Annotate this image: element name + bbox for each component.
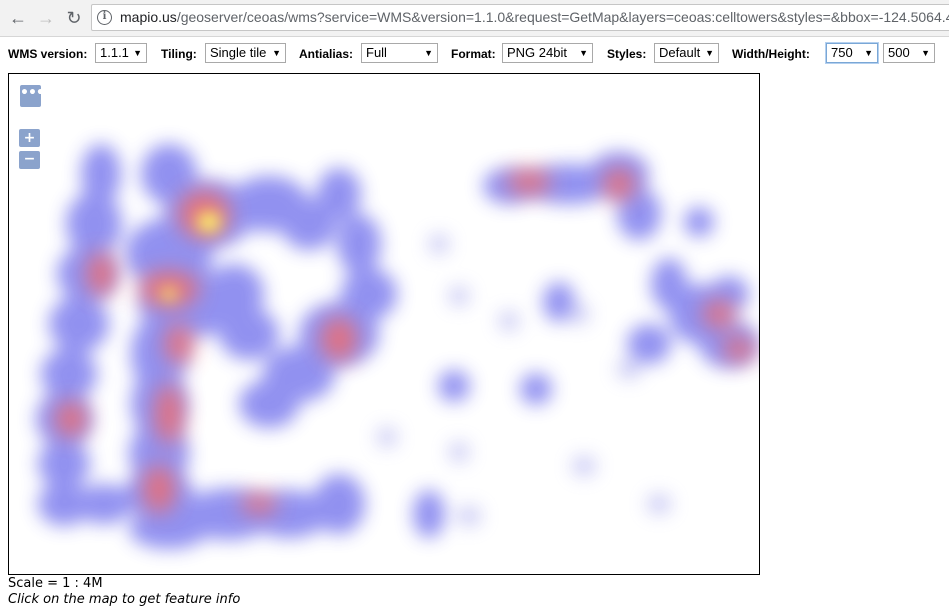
format-value: PNG 24bit (507, 45, 567, 60)
browser-toolbar: ← → ↻ i mapio.us/geoserver/ceoas/wms?ser… (0, 0, 949, 37)
heat-blob-faint (449, 442, 469, 462)
heat-blob-low (438, 370, 470, 402)
heat-blob-low (543, 282, 575, 322)
antialias-label: Antialias: (299, 47, 354, 61)
tiling-value: Single tile (210, 45, 267, 60)
zoom-in-button[interactable]: + (19, 129, 40, 147)
map-viewport[interactable]: ••• + − (8, 73, 760, 575)
chevron-down-icon: ▼ (133, 48, 142, 58)
back-arrow-icon[interactable]: ← (9, 8, 27, 28)
heat-blob-mid (723, 337, 755, 361)
heat-blob-low (38, 440, 90, 488)
heat-blob-low (76, 484, 132, 524)
heat-blob-low (49, 296, 109, 352)
heat-blob-faint (429, 234, 449, 254)
url-path: /geoserver/ceoas/wms?service=WMS&version… (176, 9, 949, 25)
info-icon[interactable]: i (97, 10, 112, 25)
chevron-down-icon: ▼ (921, 48, 930, 58)
wms-version-value: 1.1.1 (100, 45, 129, 60)
wms-version-label: WMS version: (8, 47, 88, 61)
heat-blob-low (617, 188, 661, 240)
reload-icon[interactable]: ↻ (66, 8, 82, 28)
heat-blob-low (219, 308, 279, 360)
heat-blob-faint (377, 427, 397, 447)
heat-blob-faint (647, 494, 671, 514)
chevron-down-icon: ▼ (424, 48, 433, 58)
heat-blob-low (81, 144, 121, 204)
heat-blob-faint (499, 311, 519, 331)
heat-blob-mid (321, 317, 357, 361)
heat-blob-low (337, 214, 381, 274)
heat-blob-low (413, 490, 445, 538)
heat-blob-low (317, 168, 361, 220)
heat-blob-faint (457, 506, 481, 526)
heat-blob-low (41, 348, 97, 400)
tiling-select[interactable]: Single tile ▼ (205, 43, 286, 63)
width-height-label: Width/Height: (732, 47, 810, 61)
heat-blob-high (197, 212, 221, 232)
heat-blob-low (684, 207, 714, 237)
heat-blob-low (239, 380, 299, 428)
styles-select[interactable]: Default ▼ (654, 43, 719, 63)
format-select[interactable]: PNG 24bit ▼ (502, 43, 593, 63)
antialias-select[interactable]: Full ▼ (361, 43, 438, 63)
heat-blob-mid (143, 465, 175, 513)
heat-blob-mid (507, 170, 551, 194)
width-select[interactable]: 750 ▼ (826, 43, 878, 63)
height-value: 500 (888, 45, 910, 60)
heat-blob-faint (569, 304, 589, 324)
heat-blob-low (313, 474, 365, 534)
address-bar[interactable]: i mapio.us/geoserver/ceoas/wms?service=W… (91, 4, 949, 31)
heat-blob-faint (449, 286, 469, 306)
heat-blob-mid (155, 384, 183, 444)
heat-blob-mid (241, 494, 277, 514)
heat-blob-low (38, 482, 90, 526)
heat-blob-mid (603, 168, 635, 200)
url-host: mapio.us (120, 9, 177, 25)
feature-info-hint: Click on the map to get feature info (8, 592, 241, 607)
heat-blob-mid (87, 252, 115, 296)
width-value: 750 (831, 45, 853, 60)
forward-arrow-icon[interactable]: → (37, 8, 55, 28)
chevron-down-icon: ▼ (705, 48, 714, 58)
styles-label: Styles: (607, 47, 647, 61)
chevron-down-icon: ▼ (864, 48, 873, 58)
heat-blob-mid (165, 324, 193, 364)
heat-blob-low (627, 324, 671, 364)
heat-blob-high (161, 288, 177, 300)
heat-blob-low (520, 373, 552, 405)
heatmap-layer[interactable] (9, 74, 759, 574)
format-label: Format: (451, 47, 496, 61)
scale-text: Scale = 1 : 4M (8, 576, 103, 591)
height-select[interactable]: 500 ▼ (883, 43, 935, 63)
heat-blob-mid (55, 401, 87, 437)
heat-blob-mid (703, 300, 735, 328)
url-text: mapio.us/geoserver/ceoas/wms?service=WMS… (120, 5, 949, 30)
tiling-label: Tiling: (161, 47, 197, 61)
styles-value: Default (659, 45, 701, 60)
heat-blob-faint (617, 359, 641, 379)
heat-blob-faint (572, 456, 596, 476)
heat-blob-low (66, 192, 122, 256)
wms-options-toolbar: WMS version: 1.1.1 ▼ Tiling: Single tile ▼… (0, 40, 949, 68)
layer-options-button[interactable]: ••• (20, 85, 45, 107)
antialias-value: Full (366, 45, 387, 60)
wms-version-select[interactable]: 1.1.1 ▼ (95, 43, 147, 63)
chevron-down-icon: ▼ (579, 48, 588, 58)
zoom-out-button[interactable]: − (19, 151, 40, 169)
chevron-down-icon: ▼ (272, 48, 281, 58)
